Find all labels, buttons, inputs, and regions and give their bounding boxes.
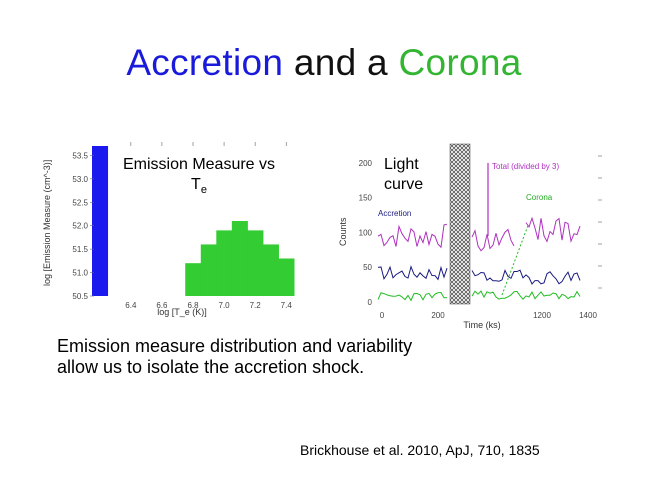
lc-y-tick-label: 200 — [359, 159, 373, 168]
lc-title-text: Light curve — [384, 156, 424, 193]
em-y-tick-label: 51.5 — [72, 245, 88, 254]
em-bar — [231, 221, 248, 296]
lc-total-seg3 — [525, 216, 581, 244]
em-x-tick-label: 6.4 — [125, 301, 137, 310]
em-x-tick-label: 6.6 — [156, 301, 168, 310]
lc-x-tick-label: 1400 — [579, 311, 597, 320]
lc-y-tick-label: 0 — [368, 298, 373, 307]
slide-caption: Emission measure distribution and variab… — [57, 336, 412, 378]
lc-total-seg2 — [471, 228, 515, 252]
em-x-tick-label: 6.8 — [187, 301, 199, 310]
em-x-tick-label: 7.4 — [281, 301, 293, 310]
em-chart-title: Emission Measure vs Te — [118, 155, 280, 200]
lc-corona-seg1 — [377, 291, 448, 302]
em-bar — [92, 146, 109, 296]
lc-y-tick-label: 50 — [363, 263, 372, 272]
em-xlabel: log [T_e (K)] — [157, 307, 207, 317]
lc-series-accretion: Accretion — [378, 209, 411, 218]
lc-y-tick-label: 100 — [359, 228, 373, 237]
em-title-text: Emission Measure vs T — [122, 156, 276, 193]
title-accretion: Accretion — [126, 42, 284, 83]
lc-corona-trend — [501, 225, 529, 296]
em-y-tick-label: 53.0 — [72, 175, 88, 184]
em-y-tick-label: 52.5 — [72, 198, 88, 207]
light-curve-gap — [449, 143, 471, 305]
lc-accretion-seg2 — [471, 269, 581, 285]
title-connector: and a — [283, 42, 399, 83]
em-bar — [200, 244, 217, 296]
lc-x-tick-label: 200 — [431, 311, 445, 320]
lc-y-tick-label: 150 — [359, 194, 373, 203]
em-y-tick-label: 50.5 — [72, 292, 88, 301]
lc-xlabel: Time (ks) — [463, 320, 500, 330]
em-x-tick-label: 7.2 — [250, 301, 262, 310]
caption-line-2: allow us to isolate the accretion shock. — [57, 357, 365, 377]
caption-line-1: Emission measure distribution and variab… — [57, 336, 413, 356]
lc-corona-seg2 — [471, 290, 581, 300]
lc-x-tick-label: 1200 — [533, 311, 551, 320]
em-bar — [185, 263, 202, 296]
em-x-tick-label: 7.0 — [219, 301, 231, 310]
lc-ylabel: Counts — [338, 217, 348, 246]
em-y-tick-label: 53.5 — [72, 151, 88, 160]
citation: Brickhouse et al. 2010, ApJ, 710, 1835 — [300, 442, 540, 458]
lc-series-corona: Corona — [526, 193, 553, 202]
em-y-tick-label: 52.0 — [72, 222, 88, 231]
em-bar — [216, 230, 233, 296]
em-title-subscript: e — [200, 184, 207, 197]
lc-chart-title: Light curve — [384, 155, 436, 195]
title-corona: Corona — [398, 42, 522, 83]
emission-measure-chart: 50.5 51.0 51.5 52.0 52.5 53.0 53.5 6.4 6.6 6.8 7.0… — [42, 142, 295, 317]
slide-title: Accretion and a Corona — [0, 42, 648, 84]
lc-accretion-seg1 — [377, 265, 448, 281]
em-bar — [262, 244, 279, 296]
lc-series-total: Total (divided by 3) — [492, 162, 559, 171]
lc-x-tick-label: 0 — [380, 311, 385, 320]
light-curve-chart: 0 50 100 150 200 0 200 1200 1400 Total (divided … — [338, 143, 602, 330]
em-bar — [247, 230, 264, 296]
lc-total-seg1 — [377, 223, 448, 249]
em-y-tick-label: 51.0 — [72, 269, 88, 278]
em-bar — [278, 258, 295, 296]
em-ylabel: log [Emission Measure (cm^-3)] — [42, 160, 52, 286]
